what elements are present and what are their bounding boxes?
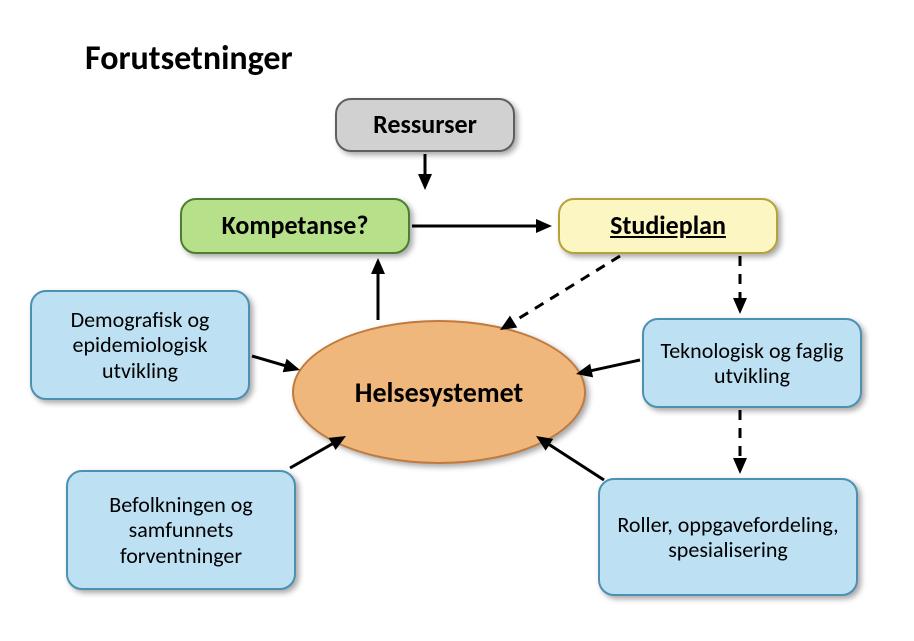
diagram-stage: Forutsetninger Ressurser Kompetanse? Stu… (0, 0, 914, 641)
node-ressurser: Ressurser (335, 98, 515, 152)
node-teknologisk: Teknologisk og faglig utvikling (642, 318, 862, 408)
node-befolkningen: Befolkningen og samfunnets forventninger (66, 470, 296, 590)
node-kompetanse: Kompetanse? (180, 198, 410, 254)
node-roller: Roller, oppgavefordeling, spesialisering (598, 478, 858, 596)
node-helsesystemet: Helsesystemet (292, 320, 586, 464)
node-studieplan: Studieplan (558, 198, 778, 254)
node-demografisk: Demografisk og epidemiologisk utvikling (30, 290, 250, 400)
page-title: Forutsetninger (85, 38, 293, 79)
